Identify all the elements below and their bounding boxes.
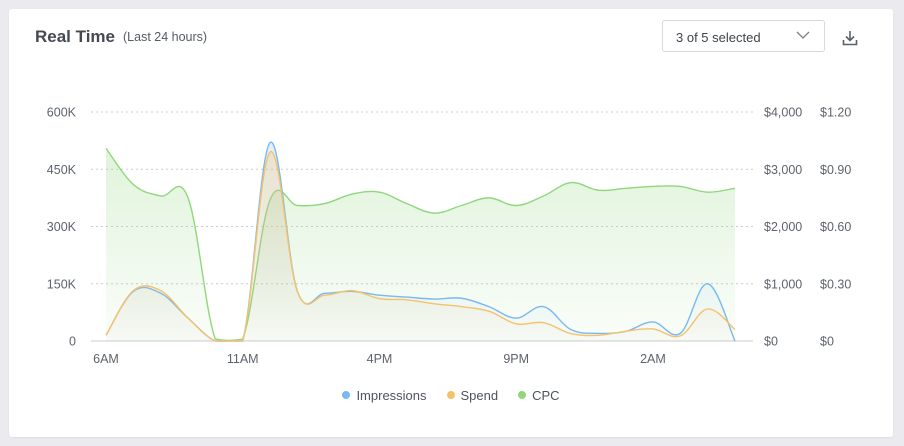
legend-dot-icon [446,391,455,399]
cpc-line[interactable] [105,147,736,342]
chart-title: Real Time [35,27,116,46]
chart-legend: Impressions Spend CPC [9,385,893,405]
y-left-tick-label: 600K [47,106,77,120]
chart-subtitle: (Last 24 hours) [123,30,208,44]
y-spend-tick-label: $4,000 [764,106,802,120]
spend-line[interactable] [105,151,736,342]
legend-label: CPC [532,387,560,403]
y-cpc-tick-label: $0.90 [820,163,851,177]
x-tick-label: 11AM [227,352,259,366]
legend-item-impressions[interactable]: Impressions [342,385,427,405]
y-spend-tick-label: $0 [764,335,778,349]
selector-label: 3 of 5 selected [676,30,761,45]
y-cpc-tick-label: $1.20 [820,106,851,120]
legend-item-cpc[interactable]: CPC [518,385,560,405]
chevron-down-icon [796,31,810,39]
y-spend-tick-label: $3,000 [764,163,802,177]
y-cpc-tick-label: $0.30 [820,277,851,291]
legend-dot-icon [342,391,351,399]
y-spend-tick-label: $1,000 [764,277,802,291]
legend-label: Impressions [356,387,427,403]
legend-label: Spend [460,387,499,403]
realtime-card: Real Time (Last 24 hours) 3 of 5 selecte… [9,9,893,437]
y-left-tick-label: 0 [69,335,76,349]
legend-item-spend[interactable]: Spend [446,385,499,405]
spend-area [106,151,735,341]
series-selector-dropdown[interactable]: 3 of 5 selected [662,20,825,52]
y-cpc-tick-label: $0.60 [820,220,851,234]
legend-dot-icon [518,391,527,399]
x-tick-label: 6AM [93,352,119,366]
download-icon[interactable] [840,28,860,48]
x-tick-label: 9PM [503,352,529,366]
y-left-tick-label: 450K [47,163,77,177]
y-cpc-tick-label: $0 [820,335,834,349]
y-spend-tick-label: $2,000 [764,220,802,234]
y-left-tick-label: 150K [47,277,77,291]
x-tick-label: 2AM [640,352,666,366]
realtime-chart: 600K 450K 300K 150K 0 $4,000 $3,000 $2,000 $1,00… [47,106,852,367]
y-left-tick-label: 300K [47,220,77,234]
x-tick-label: 4PM [367,352,393,366]
